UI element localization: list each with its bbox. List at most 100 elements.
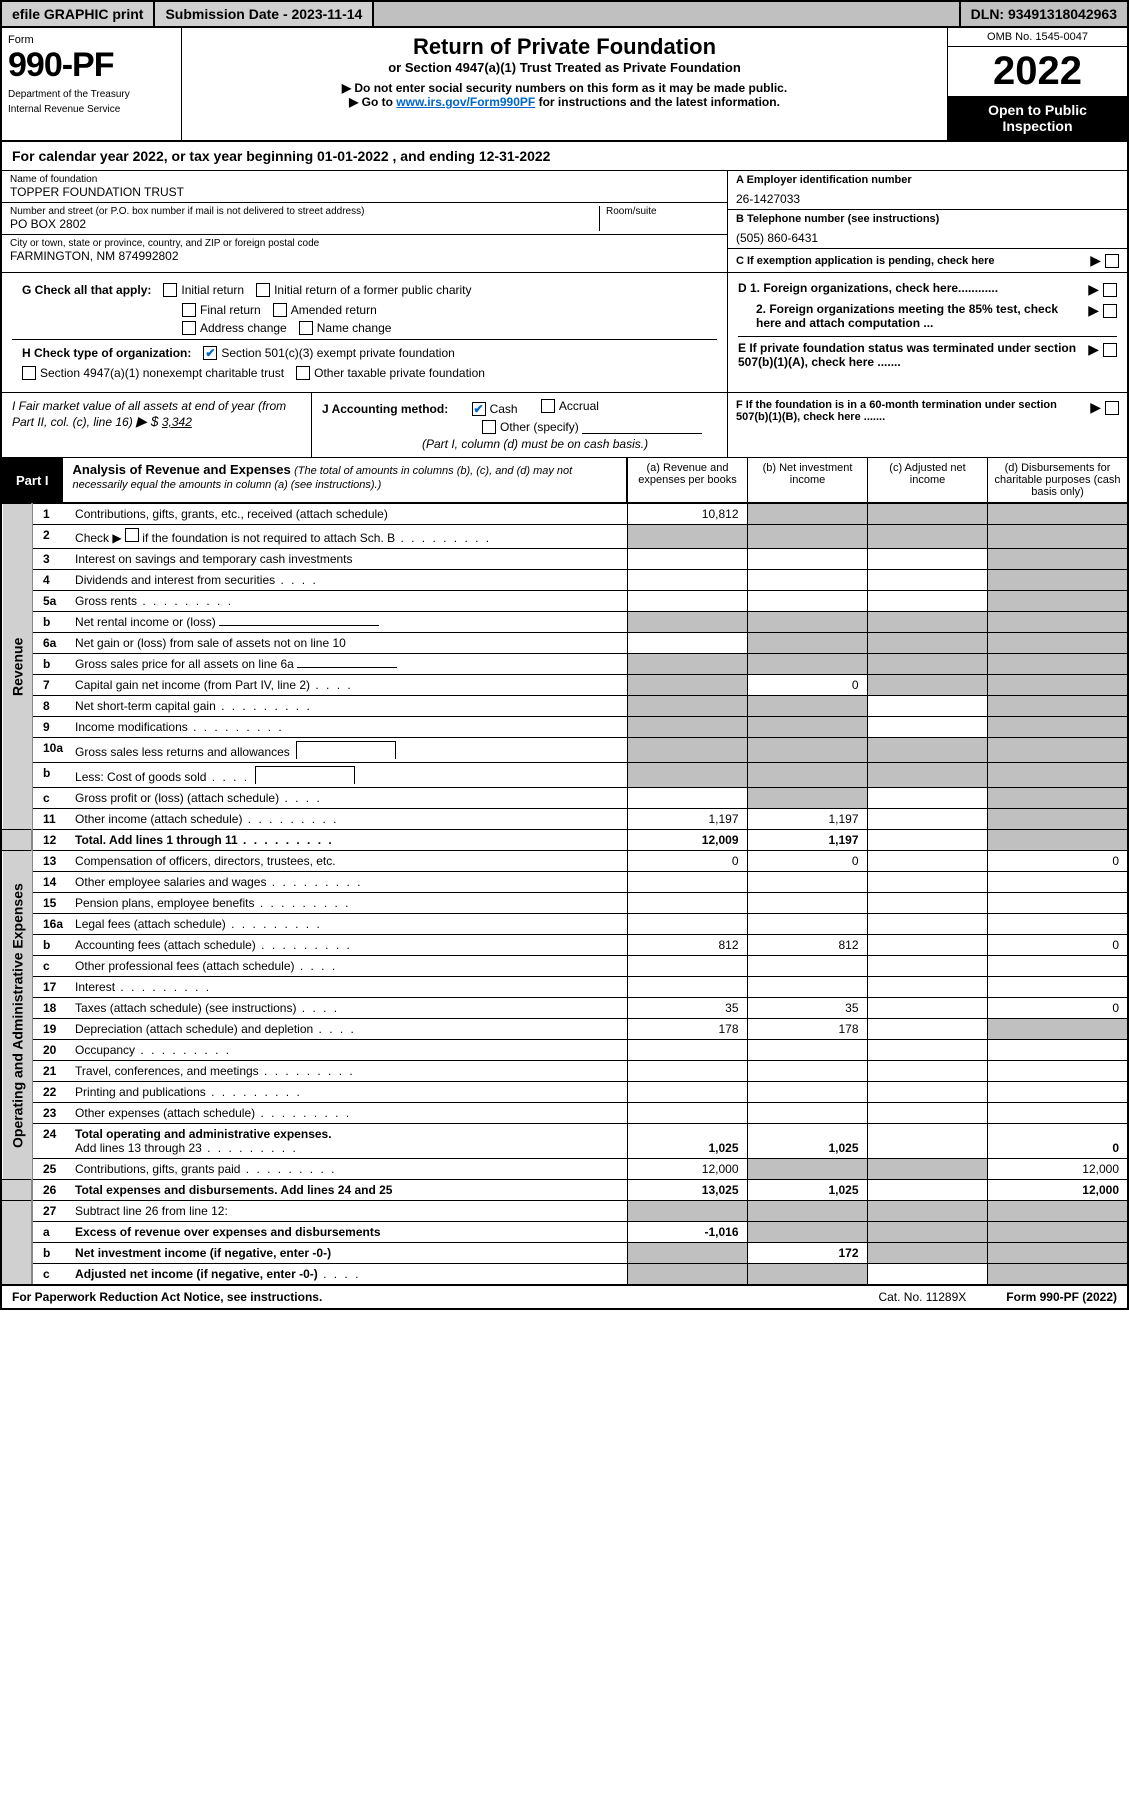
line-num: 1 — [32, 504, 69, 525]
line-num: 26 — [32, 1180, 69, 1201]
table-row: 20Occupancy — [2, 1040, 1127, 1061]
line-desc: Check ▶ if the foundation is not require… — [69, 525, 627, 549]
e-label: E If private foundation status was termi… — [738, 341, 1082, 369]
g-h-row: G Check all that apply: Initial return I… — [2, 273, 1127, 393]
note-ssn: ▶ Do not enter social security numbers o… — [192, 81, 937, 95]
exemption-label: C If exemption application is pending, c… — [736, 255, 995, 267]
efile-print-button[interactable]: efile GRAPHIC print — [2, 2, 155, 26]
line-num: 10a — [32, 738, 69, 763]
4947a1-checkbox[interactable] — [22, 366, 36, 380]
h-row2: Section 4947(a)(1) nonexempt charitable … — [12, 366, 717, 386]
part1-desc: Analysis of Revenue and Expenses (The to… — [63, 458, 627, 502]
table-row: cGross profit or (loss) (attach schedule… — [2, 788, 1127, 809]
cell-b: 0 — [747, 851, 867, 872]
g-row: G Check all that apply: Initial return I… — [12, 279, 717, 301]
header-right: OMB No. 1545-0047 2022 Open to Public In… — [947, 28, 1127, 140]
dept-irs: Internal Revenue Service — [8, 104, 175, 115]
line-desc: Accounting fees (attach schedule) — [69, 935, 627, 956]
line-num: b — [32, 612, 69, 633]
calendar-year-line: For calendar year 2022, or tax year begi… — [2, 142, 1127, 171]
d2-label: 2. Foreign organizations meeting the 85%… — [738, 302, 1082, 330]
cell-b: 1,025 — [747, 1124, 867, 1159]
line-num: 18 — [32, 998, 69, 1019]
arrow-icon: ▶ — [1090, 252, 1101, 269]
line-desc: Contributions, gifts, grants paid — [69, 1159, 627, 1180]
table-row: 6aNet gain or (loss) from sale of assets… — [2, 633, 1127, 654]
accrual-checkbox[interactable] — [541, 399, 555, 413]
other-taxable-checkbox[interactable] — [296, 366, 310, 380]
top-bar: efile GRAPHIC print Submission Date - 20… — [2, 2, 1127, 28]
sch-b-checkbox[interactable] — [125, 528, 139, 542]
submission-date-button[interactable]: Submission Date - 2023-11-14 — [155, 2, 374, 26]
table-row: 26Total expenses and disbursements. Add … — [2, 1180, 1127, 1201]
cell-a: 1,025 — [627, 1124, 747, 1159]
table-row: 11Other income (attach schedule)1,1971,1… — [2, 809, 1127, 830]
foundation-name-label: Name of foundation — [10, 174, 719, 185]
part1-table: Revenue 1 Contributions, gifts, grants, … — [2, 503, 1127, 1284]
note-goto-pre: ▶ Go to — [349, 95, 396, 109]
initial-former-checkbox[interactable] — [256, 283, 270, 297]
table-row: 7Capital gain net income (from Part IV, … — [2, 675, 1127, 696]
table-row: 25Contributions, gifts, grants paid12,00… — [2, 1159, 1127, 1180]
table-row: 18Taxes (attach schedule) (see instructi… — [2, 998, 1127, 1019]
line-num: 7 — [32, 675, 69, 696]
arrow-icon: ▶ — [1088, 341, 1099, 358]
d1-checkbox[interactable] — [1103, 283, 1117, 297]
header-left: Form 990-PF Department of the Treasury I… — [2, 28, 182, 140]
line-desc: Total operating and administrative expen… — [69, 1124, 627, 1159]
footer-cat-no: Cat. No. 11289X — [878, 1290, 966, 1304]
part1-header: Part I Analysis of Revenue and Expenses … — [2, 458, 1127, 503]
final-return-label: Final return — [200, 303, 261, 317]
phone-value: (505) 860-6431 — [736, 225, 1119, 245]
name-change-checkbox[interactable] — [299, 321, 313, 335]
exemption-checkbox[interactable] — [1105, 254, 1119, 268]
j-note: (Part I, column (d) must be on cash basi… — [422, 437, 717, 451]
cell-a: 1,197 — [627, 809, 747, 830]
other-method-checkbox[interactable] — [482, 420, 496, 434]
cash-checkbox[interactable]: ✔ — [472, 402, 486, 416]
arrow-icon: ▶ — [1088, 302, 1099, 319]
line-desc: Subtract line 26 from line 12: — [69, 1201, 627, 1222]
d2-checkbox[interactable] — [1103, 304, 1117, 318]
form-container: efile GRAPHIC print Submission Date - 20… — [0, 0, 1129, 1310]
f-col: F If the foundation is in a 60-month ter… — [727, 393, 1127, 457]
line-desc: Other income (attach schedule) — [69, 809, 627, 830]
table-row: 10aGross sales less returns and allowanc… — [2, 738, 1127, 763]
line-desc: Total. Add lines 1 through 11 — [69, 830, 627, 851]
table-row: aExcess of revenue over expenses and dis… — [2, 1222, 1127, 1243]
line-num: b — [32, 654, 69, 675]
line-num: c — [32, 1264, 69, 1285]
form990pf-link[interactable]: www.irs.gov/Form990PF — [396, 95, 535, 109]
header-center: Return of Private Foundation or Section … — [182, 28, 947, 140]
i-col: I Fair market value of all assets at end… — [2, 393, 312, 457]
amended-return-checkbox[interactable] — [273, 303, 287, 317]
footer: For Paperwork Reduction Act Notice, see … — [2, 1284, 1127, 1308]
line-desc: Other professional fees (attach schedule… — [69, 956, 627, 977]
line-desc: Printing and publications — [69, 1082, 627, 1103]
cell-d: 12,000 — [987, 1159, 1127, 1180]
col-c-header: (c) Adjusted net income — [867, 458, 987, 502]
line-num: 17 — [32, 977, 69, 998]
line-desc: Capital gain net income (from Part IV, l… — [69, 675, 627, 696]
e-checkbox[interactable] — [1103, 343, 1117, 357]
501c3-checkbox[interactable]: ✔ — [203, 346, 217, 360]
address-change-checkbox[interactable] — [182, 321, 196, 335]
part1-title: Analysis of Revenue and Expenses — [73, 462, 291, 477]
cell-d: 0 — [987, 998, 1127, 1019]
ein-label: A Employer identification number — [736, 174, 1119, 186]
phone-label: B Telephone number (see instructions) — [736, 213, 1119, 225]
i-text: I Fair market value of all assets at end… — [12, 399, 286, 429]
cell-b: 1,197 — [747, 809, 867, 830]
final-return-checkbox[interactable] — [182, 303, 196, 317]
info-main: Name of foundation TOPPER FOUNDATION TRU… — [2, 171, 727, 272]
tax-year: 2022 — [948, 47, 1127, 96]
f-checkbox[interactable] — [1105, 401, 1119, 415]
initial-return-checkbox[interactable] — [163, 283, 177, 297]
line-num: b — [32, 935, 69, 956]
arrow-icon: ▶ — [1088, 281, 1099, 298]
accrual-label: Accrual — [559, 399, 599, 413]
cell-a: 12,009 — [627, 830, 747, 851]
table-row: cAdjusted net income (if negative, enter… — [2, 1264, 1127, 1285]
line-desc: Income modifications — [69, 717, 627, 738]
table-row: 21Travel, conferences, and meetings — [2, 1061, 1127, 1082]
